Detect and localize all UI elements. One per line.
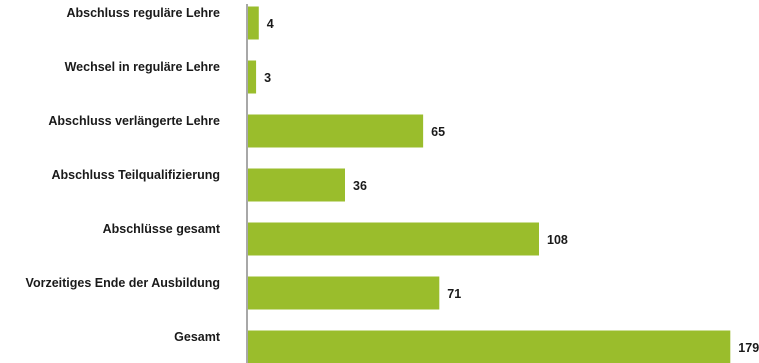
value-label-7: 179: [738, 341, 759, 355]
value-label-6: 71: [447, 287, 461, 301]
bar-5: [248, 222, 539, 256]
value-label-1: 4: [267, 17, 274, 31]
bar-6: [248, 276, 440, 310]
bars-layer: [248, 6, 731, 363]
bar-3: [248, 114, 424, 148]
bar-1: [248, 6, 259, 40]
category-label-1: Abschluss reguläre Lehre: [66, 6, 220, 20]
labels-layer: Abschluss reguläre Lehre 4 Wechsel in regu…: [26, 6, 759, 355]
value-label-4: 36: [353, 179, 367, 193]
value-label-2: 3: [264, 71, 271, 85]
bar-4: [248, 168, 345, 202]
value-label-5: 108: [547, 233, 568, 247]
category-label-5: Abschlüsse gesamt: [103, 222, 221, 236]
category-label-3: Abschluss verlängerte Lehre: [48, 114, 220, 128]
bar-2: [248, 60, 257, 94]
category-label-4: Abschluss Teilqualifizierung: [51, 168, 220, 182]
bar-7: [248, 330, 731, 363]
category-label-7: Gesamt: [174, 330, 221, 344]
category-label-6: Vorzeitiges Ende der Ausbildung: [26, 276, 220, 290]
value-label-3: 65: [431, 125, 445, 139]
category-label-2: Wechsel in reguläre Lehre: [65, 60, 220, 74]
